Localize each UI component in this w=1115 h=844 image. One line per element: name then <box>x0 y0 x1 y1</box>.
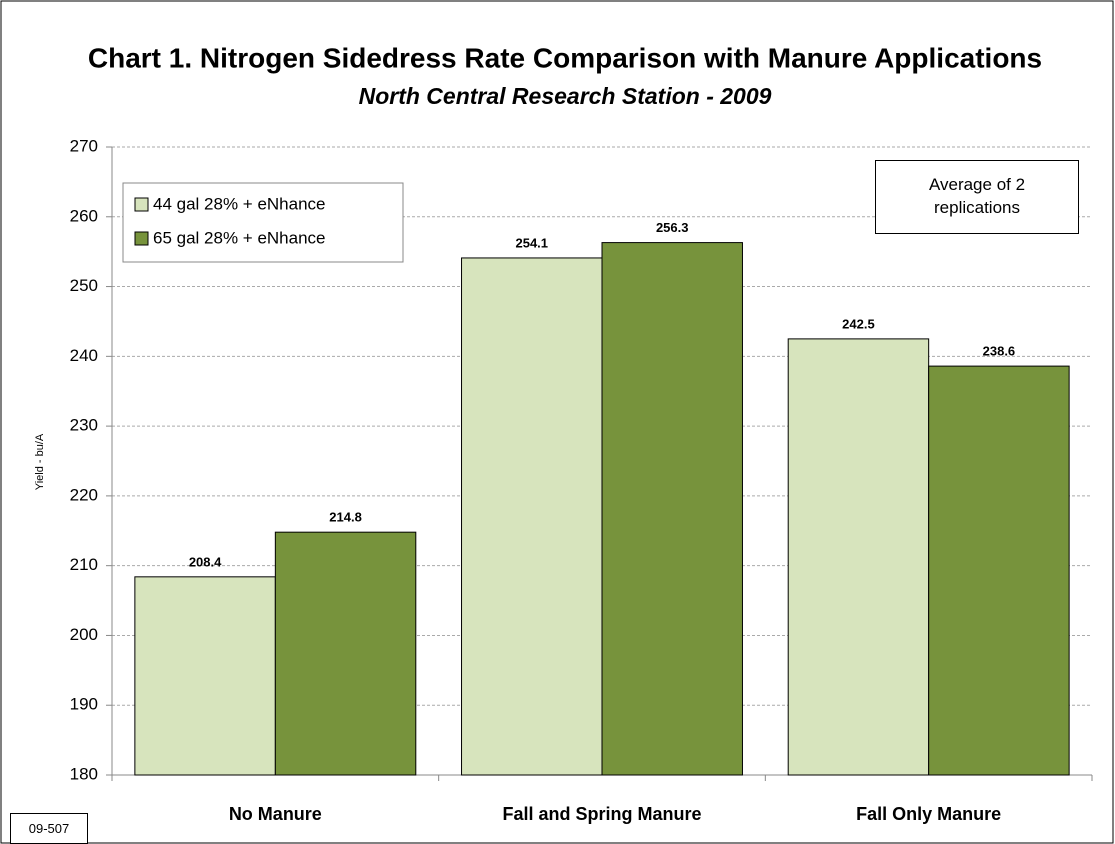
data-label: 256.3 <box>656 220 689 235</box>
data-label: 254.1 <box>515 235 548 250</box>
legend-label: 44 gal 28% + eNhance <box>153 194 326 213</box>
annotation: Average of 2 replications <box>875 160 1079 234</box>
y-tick-label: 260 <box>70 206 98 225</box>
y-axis-label: Yield - bu/A <box>34 433 46 490</box>
y-tick-label: 250 <box>70 276 98 295</box>
legend-swatch <box>134 197 149 212</box>
x-tick-label: No Manure <box>229 804 322 824</box>
chart-subtitle: North Central Research Station - 2009 <box>359 83 772 109</box>
legend-swatch <box>134 231 149 246</box>
y-tick-label: 180 <box>70 764 98 783</box>
y-tick-label: 240 <box>70 346 98 365</box>
y-tick-label: 220 <box>70 485 98 504</box>
bar <box>928 365 1070 776</box>
data-label: 208.4 <box>189 554 222 569</box>
y-tick-label: 210 <box>70 555 98 574</box>
data-label: 238.6 <box>983 344 1016 359</box>
y-tick-label: 200 <box>70 625 98 644</box>
y-tick-label: 270 <box>70 136 98 155</box>
bar <box>601 242 743 776</box>
bar <box>274 531 417 776</box>
y-tick-label: 190 <box>70 695 98 714</box>
x-tick-label: Fall and Spring Manure <box>502 804 701 824</box>
data-label: 214.8 <box>329 510 362 525</box>
x-tick-label: Fall Only Manure <box>856 804 1001 824</box>
footnote: 09-507 <box>10 813 88 844</box>
bar <box>787 338 930 776</box>
bar <box>134 576 276 776</box>
data-label: 242.5 <box>842 316 875 331</box>
legend-label: 65 gal 28% + eNhance <box>153 228 326 247</box>
legend-box <box>122 182 404 263</box>
y-tick-label: 230 <box>70 416 98 435</box>
chart-title: Chart 1. Nitrogen Sidedress Rate Compari… <box>88 42 1042 73</box>
bar <box>461 257 603 776</box>
